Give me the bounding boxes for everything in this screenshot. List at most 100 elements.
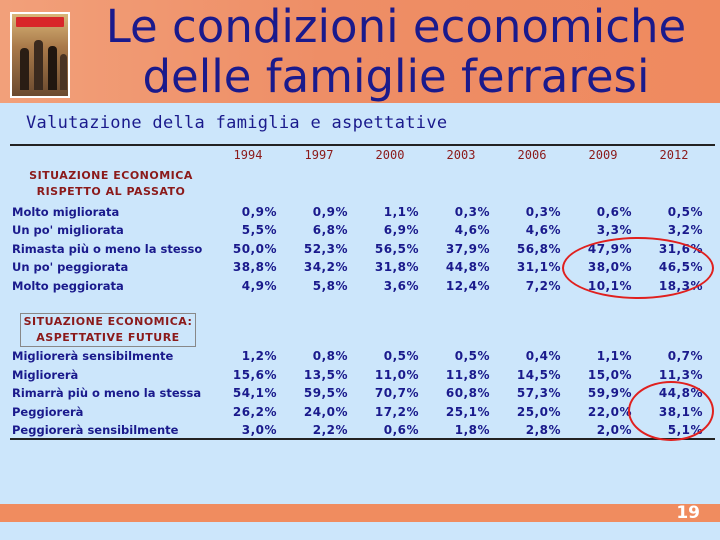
- year-1994: 1994: [233, 148, 263, 162]
- table-cell: 1,1%: [383, 205, 419, 219]
- section-heading-past-line-1: SITUAZIONE ECONOMICA: [29, 169, 193, 182]
- year-2000: 2000: [375, 148, 405, 162]
- table-cell: 4,6%: [454, 223, 490, 238]
- table-cell: 0,5%: [667, 205, 703, 219]
- table-cell: 22,0%: [587, 404, 632, 419]
- table-cell: 60,8%: [445, 386, 490, 401]
- section-heading-future-line-2: ASPETTATIVE FUTURE: [36, 331, 180, 344]
- table-cell: 54,1%: [232, 386, 277, 401]
- table-cell: 59,9%: [587, 386, 632, 401]
- table-row: Migliorerà 15,6% 13,5% 11,0% 11,8% 14,5% 15,0%…: [0, 366, 720, 384]
- table-cell: 37,9%: [445, 241, 490, 256]
- table-cell: 1,2%: [241, 349, 277, 363]
- table-cell: 0,7%: [667, 349, 703, 363]
- year-header-row: 1994 1997 2000 2003 2006 2009 2012: [0, 148, 720, 164]
- table-cell: 3,6%: [383, 278, 419, 293]
- page-subtitle: Valutazione della famiglia e aspettative: [26, 113, 448, 133]
- table-cell: 44,8%: [445, 260, 490, 275]
- table-cell: 15,0%: [587, 367, 632, 382]
- table-cell: 56,8%: [516, 241, 561, 256]
- table-cell: 17,2%: [374, 404, 419, 419]
- table-row: Molto migliorata 0,9% 0,9% 1,1% 0,3% 0,3% 0,6%…: [0, 203, 720, 221]
- table-cell: 0,6%: [596, 205, 632, 219]
- row-label: Rimarrà più o meno la stessa: [12, 386, 202, 401]
- table-cell: 7,2%: [525, 278, 561, 293]
- table-cell: 3,3%: [596, 223, 632, 238]
- table-cell: 0,9%: [312, 205, 348, 219]
- table-bottom-rule: [10, 438, 715, 440]
- table-cell: 0,3%: [525, 205, 561, 219]
- section-heading-future-line-1: SITUAZIONE ECONOMICA:: [23, 315, 193, 328]
- header-banner: Le condizioni economiche delle famiglie …: [0, 0, 720, 103]
- table-cell: 1,1%: [596, 349, 632, 363]
- table-cell: 34,2%: [303, 260, 348, 275]
- table-row: Peggiorerà sensibilmente 3,0% 2,2% 0,6% 1,8%…: [0, 421, 720, 439]
- title-line-1: Le condizioni economiche: [105, 0, 687, 53]
- table-cell: 0,4%: [525, 349, 561, 363]
- table-row: Un po' migliorata 5,5% 6,8% 6,9% 4,6% 4,6% 3,3…: [0, 221, 720, 239]
- storefront-people-photo-icon: [10, 12, 70, 98]
- year-1997: 1997: [304, 148, 334, 162]
- table-cell: 2,0%: [596, 423, 632, 438]
- year-2006: 2006: [517, 148, 547, 162]
- row-label: Un po' migliorata: [12, 223, 124, 238]
- table-cell: 0,3%: [454, 205, 490, 219]
- section-heading-past-line-2: RISPETTO AL PASSATO: [36, 185, 186, 198]
- table-cell: 25,0%: [516, 404, 561, 419]
- table-row: Peggiorerà 26,2% 24,0% 17,2% 25,1% 25,0% 22,0%…: [0, 403, 720, 421]
- table-cell: 2,2%: [312, 423, 348, 438]
- table-cell: 52,3%: [303, 241, 348, 256]
- title-line-2: delle famiglie ferraresi: [142, 50, 650, 103]
- table-row: Migliorerà sensibilmente 1,2% 0,8% 0,5% 0,5%…: [0, 347, 720, 365]
- table-cell: 13,5%: [303, 367, 348, 382]
- table-cell: 26,2%: [232, 404, 277, 419]
- table-cell: 5,8%: [312, 278, 348, 293]
- row-label: Un po' peggiorata: [12, 260, 129, 275]
- table-cell: 57,3%: [516, 386, 561, 401]
- table-cell: 24,0%: [303, 404, 348, 419]
- table-cell: 3,2%: [667, 223, 703, 238]
- section-heading-past: SITUAZIONE ECONOMICA RISPETTO AL PASSATO: [22, 168, 200, 200]
- table-cell: 38,8%: [232, 260, 277, 275]
- page-title: Le condizioni economiche delle famiglie …: [76, 2, 716, 102]
- row-label: Rimasta più o meno la stesso: [12, 241, 203, 256]
- year-2003: 2003: [446, 148, 476, 162]
- table-cell: 12,4%: [445, 278, 490, 293]
- table-cell: 11,0%: [374, 367, 419, 382]
- table-cell: 31,1%: [516, 260, 561, 275]
- table-cell: 59,5%: [303, 386, 348, 401]
- table-row: Rimarrà più o meno la stessa 54,1% 59,5% 70…: [0, 384, 720, 402]
- table-cell: 70,7%: [374, 386, 419, 401]
- table-cell: 15,6%: [232, 367, 277, 382]
- table-cell: 56,5%: [374, 241, 419, 256]
- row-label: Molto peggiorata: [12, 278, 124, 293]
- table-cell: 11,3%: [658, 367, 703, 382]
- table-cell: 3,0%: [241, 423, 277, 438]
- table-cell: 6,9%: [383, 223, 419, 238]
- year-2012: 2012: [659, 148, 689, 162]
- table-cell: 4,6%: [525, 223, 561, 238]
- highlight-oval-past: [562, 237, 714, 299]
- table-cell: 0,5%: [454, 349, 490, 363]
- footer-bar: 19: [0, 503, 720, 523]
- table-cell: 1,8%: [454, 423, 490, 438]
- table-cell: 0,5%: [383, 349, 419, 363]
- row-label: Molto migliorata: [12, 205, 120, 219]
- table-cell: 31,8%: [374, 260, 419, 275]
- table-top-rule: [10, 144, 715, 146]
- table-cell: 0,9%: [241, 205, 277, 219]
- row-label: Peggiorerà: [12, 404, 84, 419]
- highlight-oval-future: [628, 381, 714, 441]
- table-cell: 6,8%: [312, 223, 348, 238]
- year-2009: 2009: [588, 148, 618, 162]
- table-cell: 11,8%: [445, 367, 490, 382]
- section-heading-future: SITUAZIONE ECONOMICA: ASPETTATIVE FUTURE: [20, 313, 196, 347]
- table-cell: 0,8%: [312, 349, 348, 363]
- table-cell: 50,0%: [232, 241, 277, 256]
- table-cell: 14,5%: [516, 367, 561, 382]
- row-label: Peggiorerà sensibilmente: [12, 423, 179, 438]
- row-label: Migliorerà sensibilmente: [12, 349, 174, 363]
- table-cell: 5,5%: [241, 223, 277, 238]
- table-cell: 4,9%: [241, 278, 277, 293]
- table-cell: 2,8%: [525, 423, 561, 438]
